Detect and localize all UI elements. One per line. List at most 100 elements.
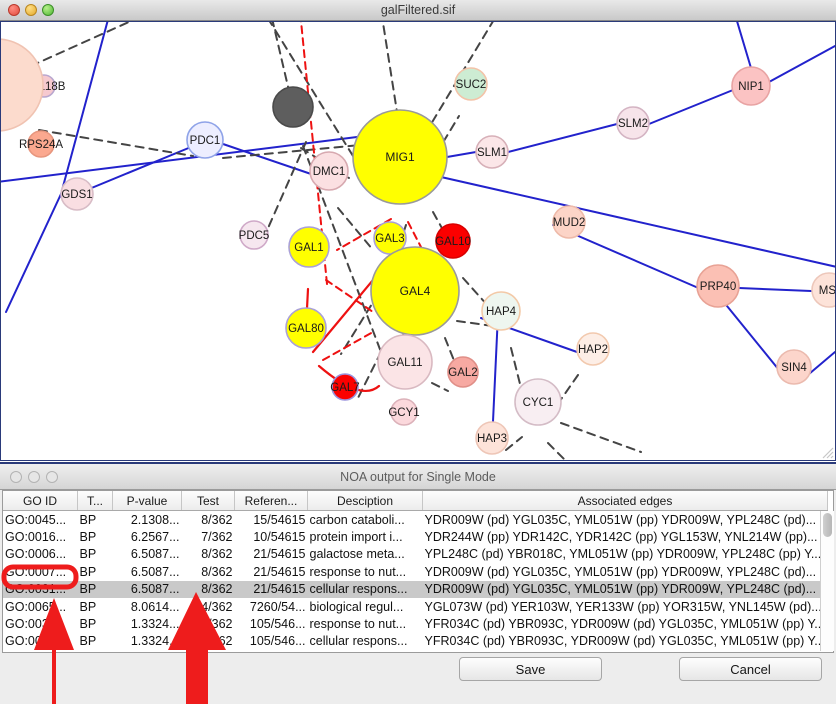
- column-header-test[interactable]: Test: [181, 491, 235, 511]
- graph-node-cyc1[interactable]: CYC1: [514, 378, 562, 426]
- noa-dialog-titlebar: NOA output for Single Mode: [0, 464, 836, 490]
- cell-pvalue: 6.2567...: [130, 530, 180, 545]
- column-header-associated-edges[interactable]: Associated edges: [422, 491, 828, 511]
- graph-node-gal1[interactable]: GAL1: [288, 226, 330, 268]
- graph-node-gds1[interactable]: GDS1: [60, 177, 94, 211]
- cell-test: 11/362: [195, 634, 233, 649]
- table-header-row: GO ID T... P-value Test Referen... Desci…: [3, 491, 828, 511]
- graph-node-hap3[interactable]: HAP3: [475, 421, 509, 455]
- graph-node-label: DMC1: [313, 166, 346, 178]
- cell-description: response to nut...: [309, 564, 407, 579]
- cell-pvalue: 1.428E...: [113, 650, 182, 653]
- graph-nodes: RPL18BRPS24AGDS1PDC1PDC5SUC2MIG1DMC1SLM1…: [1, 38, 835, 455]
- graph-node-label: MSI: [819, 285, 835, 297]
- network-canvas[interactable]: RPL18B RPS24A GDS1 PDC1 PDC5 SUC2 MIG1 DMC1 SLM1…: [0, 21, 836, 461]
- column-header-p-value[interactable]: P-value: [112, 491, 182, 511]
- graph-node-mig1[interactable]: MIG1: [352, 109, 448, 205]
- cell-reference: 15/54615: [253, 512, 306, 527]
- zoom-icon[interactable]: [42, 4, 54, 16]
- cell-reference: 105/546...: [249, 634, 306, 649]
- graph-node-label: GAL10: [435, 236, 471, 248]
- graph-node-label: GAL2: [448, 367, 477, 379]
- graph-node-mud2[interactable]: MUD2: [552, 205, 586, 239]
- noa-close-icon[interactable]: [10, 471, 22, 483]
- cancel-button[interactable]: Cancel: [679, 657, 822, 681]
- graph-node-label: HAP3: [477, 433, 507, 445]
- table-row[interactable]: GO:0065... BP 8.0614... 94/362 7260/54... bio…: [3, 598, 828, 615]
- graph-node-prp40[interactable]: PRP40: [696, 264, 740, 308]
- column-header-go-id[interactable]: GO ID: [3, 491, 78, 511]
- network-graph-svg: RPL18BRPS24AGDS1PDC1PDC5SUC2MIG1DMC1SLM1…: [1, 22, 835, 460]
- cell-test: 8/362: [201, 564, 233, 579]
- graph-node-hap2[interactable]: HAP2: [576, 332, 610, 366]
- graph-node-gal2[interactable]: GAL2: [447, 356, 479, 388]
- table-row[interactable]: GO:0050...BP1.428E...80/3625778/54...reg…: [3, 650, 828, 653]
- cell-test: 11/362: [195, 617, 233, 632]
- resize-grip-icon[interactable]: [820, 445, 834, 459]
- save-button[interactable]: Save: [459, 657, 602, 681]
- noa-output-dialog: NOA output for Single Mode GO ID T... P-…: [0, 462, 836, 704]
- graph-node-label: GAL80: [288, 323, 324, 335]
- graph-node-gal11[interactable]: GAL11: [377, 334, 433, 390]
- noa-traffic-lights: [10, 471, 58, 483]
- cell-edges: YPL248C (pd) YBR018C, YML051W (pp) YDR00…: [424, 547, 822, 562]
- table-row[interactable]: GO:0007... BP 6.5087... 8/362 21/54615 respon…: [3, 563, 828, 580]
- table-row[interactable]: GO:0031... BP 6.5087... 8/362 21/54615 cellul…: [3, 580, 828, 598]
- results-table-frame[interactable]: GO ID T... P-value Test Referen... Desci…: [2, 490, 834, 653]
- noa-minimize-icon[interactable]: [28, 471, 40, 483]
- graph-node-pdc1[interactable]: PDC1: [186, 121, 224, 159]
- graph-node-label: MUD2: [553, 217, 586, 229]
- graph-node-label: GAL11: [388, 357, 423, 369]
- table-row[interactable]: GO:0031... BP 1.3324... 11/362 105/546... res…: [3, 615, 828, 632]
- graph-edges: [1, 22, 835, 460]
- cell-reference: 7260/54...: [249, 599, 306, 614]
- cell-type: BP: [79, 599, 97, 614]
- cell-test: 94/362: [194, 599, 233, 614]
- cell-pvalue: 1.3324...: [130, 617, 180, 632]
- graph-node-hap4[interactable]: HAP4: [481, 291, 521, 331]
- cell-edges: YGL073W (pd) YER103W, YER133W (pp) YOR31…: [424, 599, 822, 614]
- graph-node-label: SLM1: [477, 147, 507, 159]
- scrollbar-thumb[interactable]: [823, 513, 832, 537]
- graph-node-msi[interactable]: MSI: [811, 272, 835, 308]
- cell-description: cellular respons...: [309, 634, 408, 649]
- graph-node-label: RPS24A: [19, 139, 63, 151]
- table-vertical-scrollbar[interactable]: [820, 511, 834, 651]
- cell-description: response to nut...: [309, 617, 407, 632]
- graph-node-label: PDC1: [190, 135, 221, 147]
- column-header-description[interactable]: Desciption: [307, 491, 423, 511]
- table-row[interactable]: GO:0031... BP 1.3324... 11/362 105/546... cel…: [3, 633, 828, 650]
- cell-test: 8/362: [181, 580, 235, 598]
- cell-edges: YDR244W (pp) YDR142C, YDR142C (pp) YGL15…: [424, 530, 818, 545]
- graph-node-gal7[interactable]: GAL7: [330, 373, 360, 401]
- cell-reference: 5778/54...: [235, 650, 308, 653]
- close-icon[interactable]: [8, 4, 20, 16]
- graph-node-slm1[interactable]: SLM1: [475, 135, 509, 169]
- graph-node-pdc5[interactable]: PDC5: [239, 220, 270, 250]
- cell-description: protein import i...: [309, 530, 403, 545]
- noa-zoom-icon[interactable]: [46, 471, 58, 483]
- graph-node-nip1[interactable]: NIP1: [731, 66, 771, 106]
- table-row[interactable]: GO:0016... BP 6.2567... 7/362 10/54615 protei…: [3, 528, 828, 545]
- graph-node-slm2[interactable]: SLM2: [616, 106, 650, 140]
- graph-node-gcy1[interactable]: GCY1: [388, 398, 420, 426]
- graph-node-suc2[interactable]: SUC2: [454, 67, 488, 101]
- table-row[interactable]: GO:0045... BP 2.1308... 8/362 15/54615 carbon…: [3, 511, 828, 529]
- cell-reference: 21/54615: [234, 580, 308, 598]
- minimize-icon[interactable]: [25, 4, 37, 16]
- cell-type: BP: [79, 617, 97, 632]
- graph-node-gal80[interactable]: GAL80: [285, 307, 327, 349]
- graph-node-sin4[interactable]: SIN4: [776, 349, 812, 385]
- graph-node-bigpink[interactable]: [1, 38, 44, 132]
- graph-node-gal4[interactable]: GAL4: [370, 246, 460, 336]
- column-header-type[interactable]: T...: [77, 491, 113, 511]
- graph-node-gray[interactable]: [272, 86, 314, 128]
- window-titlebar: galFiltered.sif: [0, 0, 836, 21]
- graph-node-dmc1[interactable]: DMC1: [309, 151, 349, 191]
- graph-node-gal10[interactable]: GAL10: [435, 223, 471, 259]
- table-row[interactable]: GO:0006... BP 6.5087... 8/362 21/54615 galact…: [3, 546, 828, 563]
- cell-goid: GO:0031...: [5, 617, 67, 632]
- column-header-reference[interactable]: Referen...: [234, 491, 308, 511]
- graph-node-rps24a[interactable]: RPS24A: [19, 130, 63, 158]
- cell-goid: GO:0065...: [5, 599, 67, 614]
